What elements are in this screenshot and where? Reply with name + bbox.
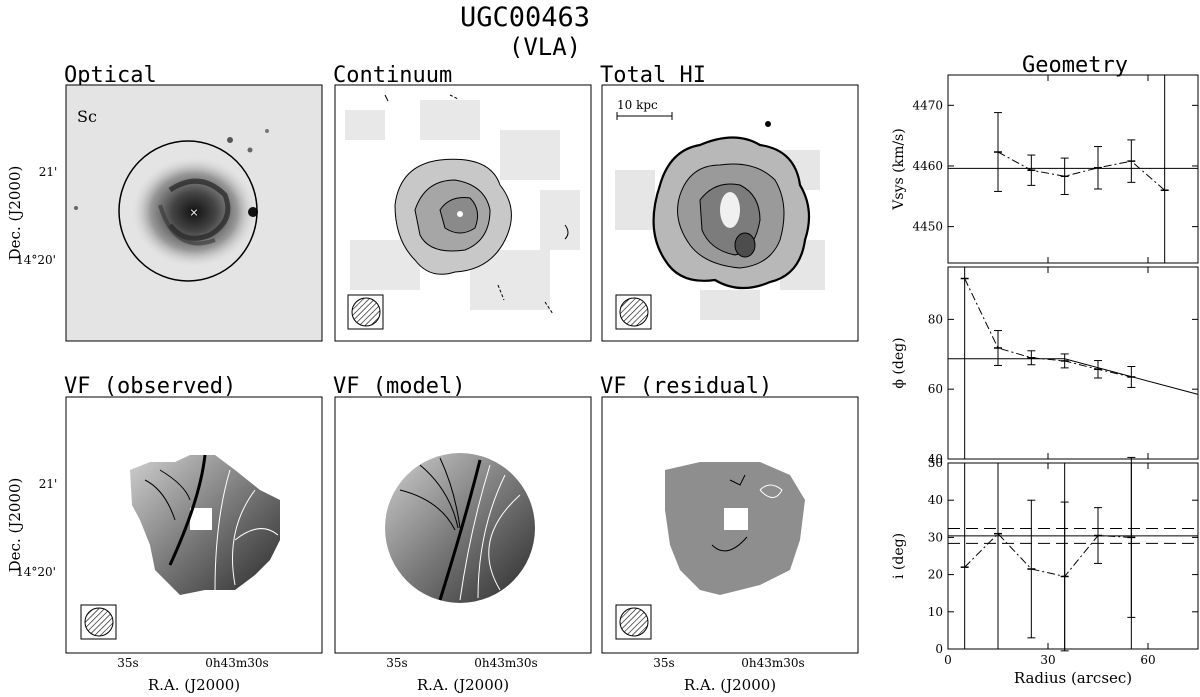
xtick-label-1: 30 <box>1040 653 1055 667</box>
dec-tick-20-bottom: 14°20' <box>16 565 56 579</box>
panel-title-vfres: VF (residual) <box>600 374 772 399</box>
ytick-label-0-2: 4470 <box>912 98 943 112</box>
ytick-label-2-4: 40 <box>928 493 943 507</box>
vf-model-panel <box>334 396 592 654</box>
dec-axis-label-bottom: Dec. (J2000) <box>6 478 24 573</box>
geom-frame-1 <box>947 266 1199 460</box>
fit-line <box>948 358 1199 395</box>
dec-tick-20-top: 14°20' <box>16 253 56 267</box>
ytick-label-1-0: 40 <box>928 452 943 466</box>
dec-tick-21-top: 21' <box>39 165 58 179</box>
totalhi-panel: 10 kpc <box>601 84 859 342</box>
xtick-label-0: 0 <box>944 653 952 667</box>
panel-title-continuum: Continuum <box>333 63 452 88</box>
ytick-label-2-0: 0 <box>935 642 943 656</box>
optical-panel: × Sc <box>65 84 323 342</box>
geometry-title: Geometry <box>1022 53 1128 78</box>
ytick-label-2-2: 20 <box>928 568 943 582</box>
ra-axis-label-1: R.A. (J2000) <box>148 676 240 694</box>
ra-tick-30-c: 0h43m30s <box>741 656 804 670</box>
ytick-label-2-5: 50 <box>928 456 943 470</box>
morphology-label: Sc <box>77 107 97 126</box>
ra-tick-35-b: 35s <box>386 656 407 670</box>
continuum-panel <box>334 84 592 342</box>
panel-title-vfmodel: VF (model) <box>333 374 465 399</box>
panel-title-vfobs: VF (observed) <box>64 374 236 399</box>
series-line-0 <box>997 151 1165 191</box>
panel-title-totalhi: Total HI <box>600 63 706 88</box>
vf-residual-panel <box>601 396 859 654</box>
series-line-2 <box>964 532 1132 578</box>
ylabel-0: Vsys (km/s) <box>891 128 907 210</box>
geometry-plots: 4450 4460 4470 Vsys (km/s) 40 60 80 ϕ (deg) 0 10 2… <box>891 74 1199 687</box>
ra-tick-30-b: 0h43m30s <box>474 656 537 670</box>
dec-tick-21-bottom: 21' <box>39 477 58 491</box>
ytick-label-2-3: 30 <box>928 530 943 544</box>
center-marker: × <box>189 206 198 219</box>
ra-tick-35-c: 35s <box>653 656 674 670</box>
ra-ticks: 35s 0h43m30s 35s 0h43m30s 35s 0h43m30s <box>117 656 804 670</box>
ylabel-1: ϕ (deg) <box>891 337 907 388</box>
xlabel: Radius (arcsec) <box>1014 669 1132 687</box>
ra-axis-label-2: R.A. (J2000) <box>417 676 509 694</box>
ylabel-2: i (deg) <box>891 533 907 579</box>
ytick-label-0-0: 4450 <box>912 220 943 234</box>
aperture-ellipse <box>118 140 258 282</box>
ra-tick-35-a: 35s <box>117 656 138 670</box>
ytick-label-1-2: 80 <box>928 312 943 326</box>
ytick-label-0-1: 4460 <box>912 159 943 173</box>
geom-frame-2 <box>947 462 1199 650</box>
ra-tick-30-a: 0h43m30s <box>205 656 268 670</box>
vf-observed-panel <box>65 396 323 654</box>
panel-title-optical: Optical <box>64 63 157 88</box>
ra-axis-label-3: R.A. (J2000) <box>684 676 776 694</box>
dec-axis-label-top: Dec. (J2000) <box>6 166 24 261</box>
figure-subtitle: (VLA) <box>509 33 581 61</box>
scale-bar-label: 10 kpc <box>617 98 658 112</box>
ytick-label-2-1: 10 <box>928 605 943 619</box>
geom-frame-0 <box>947 74 1199 264</box>
series-line-1 <box>964 278 1132 378</box>
xtick-label-2: 60 <box>1140 653 1155 667</box>
ytick-label-1-1: 60 <box>928 382 943 396</box>
figure-title: UGC00463 <box>460 2 590 33</box>
